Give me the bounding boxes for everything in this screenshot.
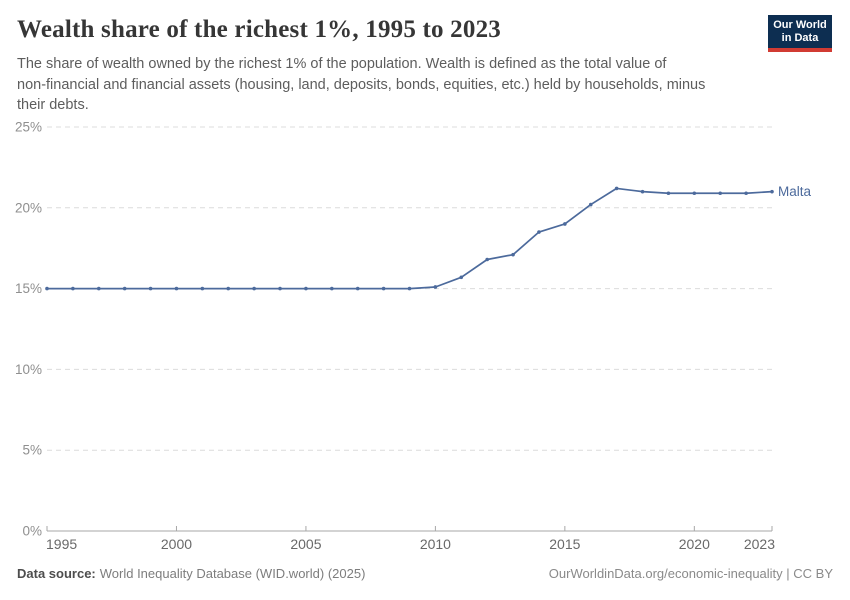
data-point (96, 286, 101, 291)
data-point (640, 189, 645, 194)
data-point (226, 286, 231, 291)
y-axis-tick-label: 20% (15, 200, 42, 215)
owid-logo[interactable]: Our World in Data (768, 15, 832, 52)
chart-subtitle: The share of wealth owned by the richest… (17, 56, 706, 113)
x-axis-tick-label: 2010 (420, 536, 451, 552)
data-point (71, 286, 75, 291)
data-point (614, 186, 619, 191)
y-axis-tick-label: 25% (15, 120, 42, 135)
data-point (459, 275, 464, 280)
data-point (278, 286, 282, 291)
data-point (200, 286, 205, 291)
logo-line1: Our World (773, 19, 827, 31)
x-axis-tick-label: 2015 (549, 536, 580, 552)
data-point (692, 191, 697, 196)
data-point (485, 257, 489, 262)
y-axis-tick-label: 15% (15, 281, 42, 296)
data-point (511, 252, 515, 257)
data-source-label: Data source: (17, 566, 96, 581)
credit-link[interactable]: OurWorldinData.org/economic-inequality |… (548, 566, 833, 581)
series-label-malta: Malta (778, 184, 812, 199)
y-axis-tick-label: 10% (15, 362, 42, 377)
x-axis-tick-label: 2005 (290, 536, 321, 552)
data-point (718, 191, 723, 196)
data-point (355, 286, 360, 291)
data-point (666, 191, 671, 196)
data-point (122, 286, 127, 291)
y-axis-tick-label: 0% (22, 524, 42, 539)
series-line-malta (46, 187, 773, 290)
data-point (770, 189, 774, 194)
data-point (433, 285, 438, 289)
x-axis-tick-label: 2023 (744, 536, 775, 552)
chart-title: Wealth share of the richest 1%, 1995 to … (17, 16, 501, 43)
data-point (45, 286, 49, 291)
data-point (381, 286, 386, 291)
logo-line2: in Data (781, 32, 819, 44)
data-point (588, 202, 593, 207)
x-axis-tick-label: 2020 (679, 536, 710, 552)
data-point (330, 286, 334, 291)
chart-header: Wealth share of the richest 1%, 1995 to … (17, 14, 833, 116)
data-point (304, 286, 308, 291)
data-point (407, 286, 412, 291)
data-point (563, 222, 567, 226)
x-axis-tick-label: 2000 (161, 536, 192, 552)
x-axis-tick-label: 1995 (46, 536, 77, 552)
data-source: Data source: World Inequality Database (W… (17, 566, 365, 581)
data-point (252, 286, 256, 291)
y-axis-tick-label: 5% (22, 443, 42, 458)
data-point (537, 230, 541, 234)
data-point (148, 286, 153, 291)
data-source-text: World Inequality Database (WID.world) (2… (99, 566, 366, 581)
chart-footer: Data source: World Inequality Database (W… (0, 566, 850, 581)
data-point (174, 286, 179, 291)
data-point (744, 191, 748, 196)
